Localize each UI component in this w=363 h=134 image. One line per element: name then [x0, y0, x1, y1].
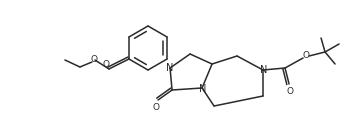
Text: N: N	[260, 65, 268, 75]
Text: O: O	[90, 55, 97, 64]
Text: N: N	[166, 63, 174, 73]
Text: O: O	[102, 60, 110, 69]
Text: O: O	[302, 51, 310, 60]
Text: O: O	[286, 87, 294, 96]
Text: O: O	[152, 103, 160, 111]
Text: N: N	[199, 84, 207, 94]
